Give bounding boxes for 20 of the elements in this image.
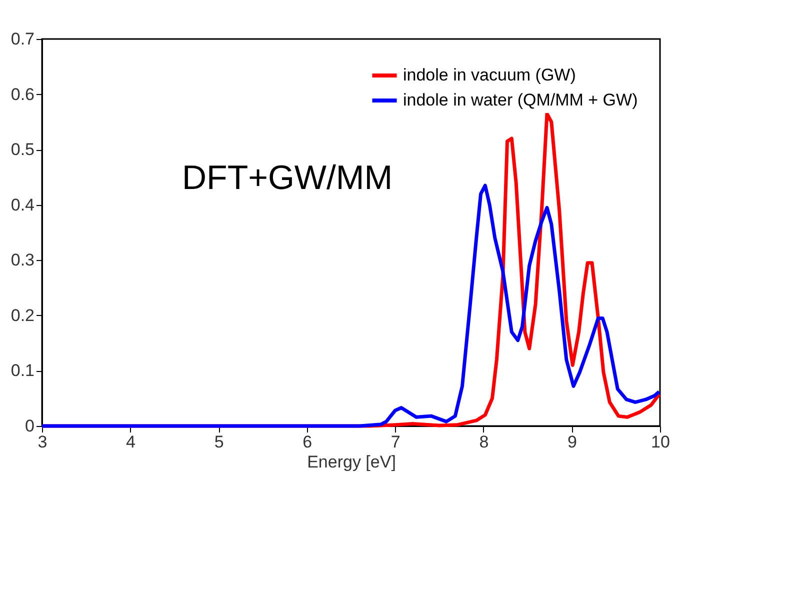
x-tick-label: 9 [567,432,577,452]
x-tick-label: 3 [38,432,48,452]
annotation: DFT+GW/MM [182,159,393,197]
y-tick-label: 0.2 [10,306,34,325]
x-tick-label: 5 [214,432,224,452]
legend-label: indole in vacuum (GW) [403,66,576,84]
y-tick-label: 0.6 [10,84,34,104]
y-tick-label: 0.5 [10,140,34,160]
x-tick-label: 7 [390,432,400,452]
legend-label: indole in water (QM/MM + GW) [403,90,638,110]
x-tick-label: 8 [479,432,489,452]
y-tick-label: 0.3 [10,250,34,270]
y-tick-label: 0.7 [10,30,34,48]
y-tick-label: 0.1 [10,361,34,380]
x-tick-label: 4 [126,432,136,452]
x-tick-label: 6 [302,432,312,452]
y-tick-label: 0 [25,416,34,436]
y-tick-label: 0.4 [10,195,34,214]
x-axis-title: Energy [eV] [307,452,396,472]
x-tick-label: 10 [651,432,670,452]
